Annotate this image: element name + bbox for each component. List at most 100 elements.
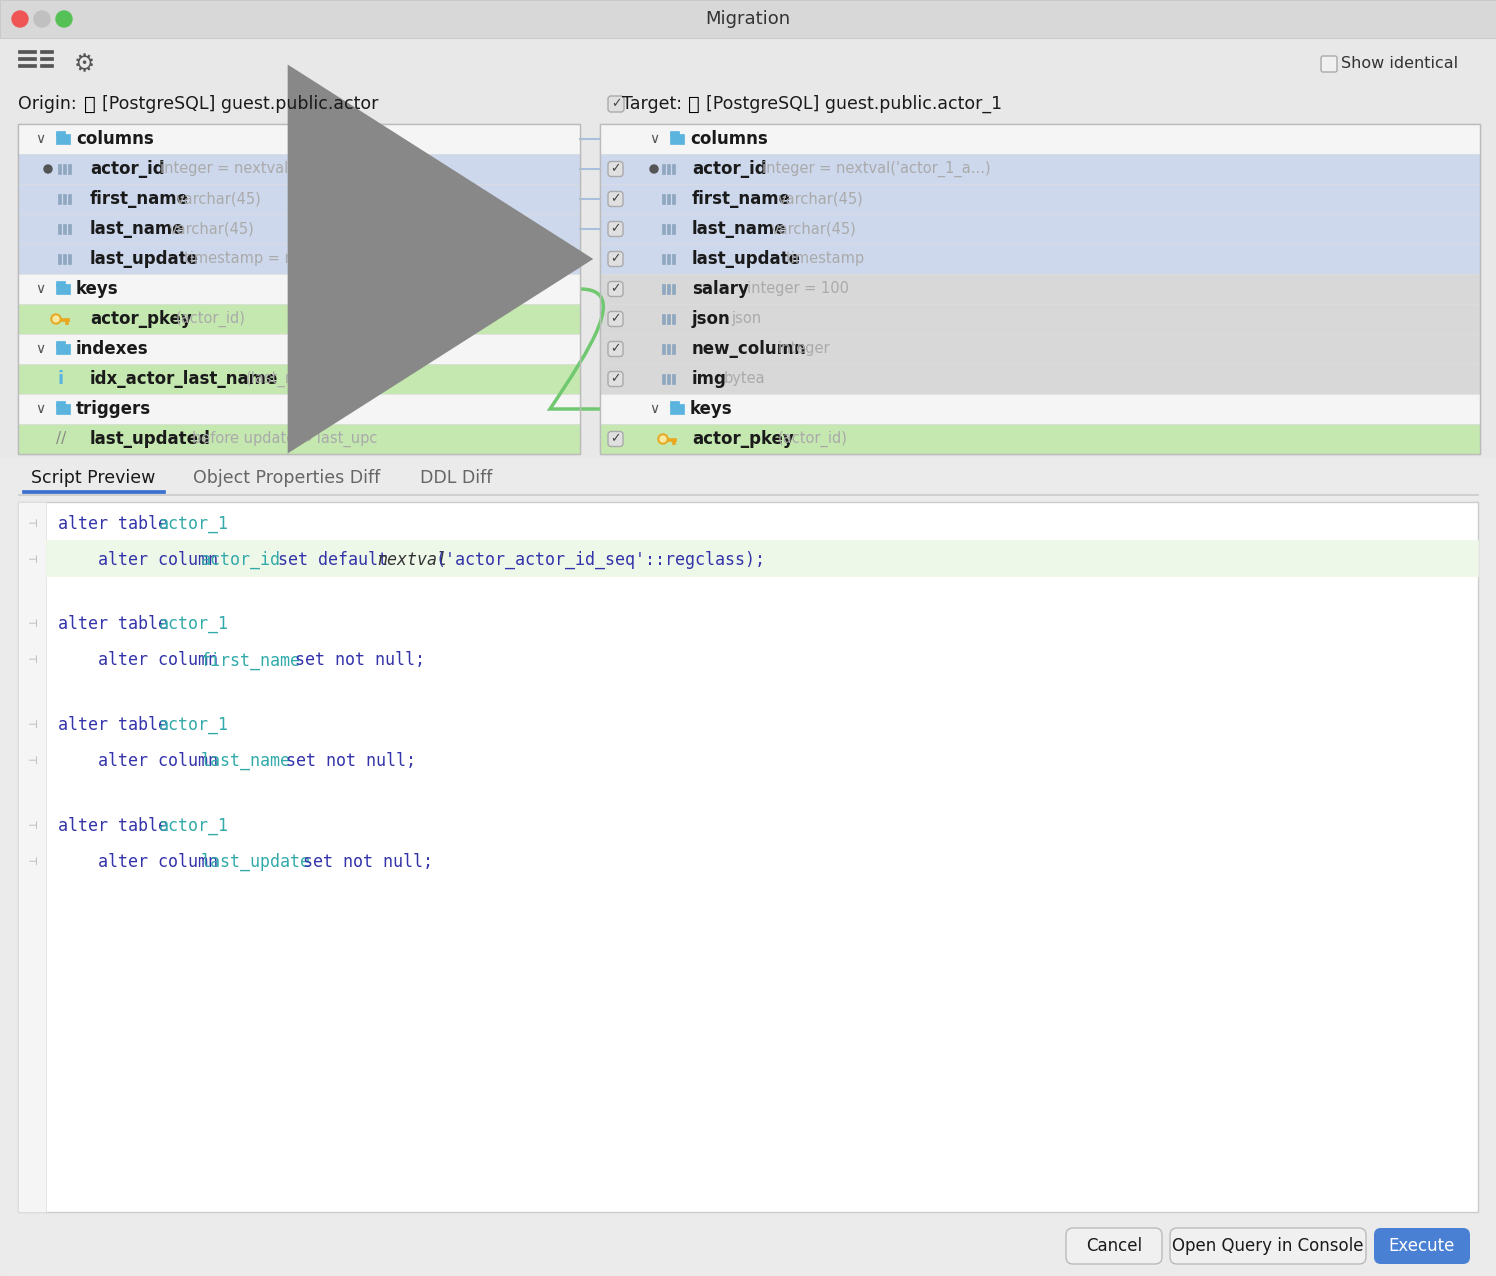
Bar [631, 244, 1480, 274]
Text: img: img [693, 370, 727, 388]
Bar [631, 364, 1480, 394]
Text: alter table: alter table [58, 716, 178, 734]
Text: integer = nextval('actor_act...): integer = nextval('actor_act...) [160, 161, 386, 177]
Bar [18, 154, 580, 184]
Text: json: json [732, 311, 761, 327]
Bar [18, 501, 46, 1212]
Text: salary: salary [693, 279, 749, 299]
Bar [667, 194, 670, 204]
Bar [55, 401, 64, 406]
Bar [631, 334, 1480, 364]
Text: actor_1: actor_1 [159, 716, 229, 734]
Bar [63, 254, 66, 264]
Text: Migration: Migration [706, 10, 790, 28]
Text: set not null;: set not null; [293, 852, 434, 872]
Text: ⊣: ⊣ [27, 757, 37, 766]
Text: actor_1: actor_1 [159, 514, 229, 532]
Text: columns: columns [76, 130, 154, 148]
Text: first_name: first_name [200, 651, 301, 670]
Text: varchar(45): varchar(45) [177, 191, 262, 207]
Bar [667, 225, 670, 234]
Bar [64, 319, 67, 324]
Bar [55, 134, 70, 144]
Bar [18, 394, 580, 424]
Bar [58, 254, 61, 264]
Circle shape [660, 436, 666, 441]
FancyBboxPatch shape [607, 371, 622, 387]
Text: ✓: ✓ [610, 342, 621, 356]
Bar [18, 124, 580, 454]
Text: ✓: ✓ [610, 433, 621, 445]
Text: timestamp: timestamp [785, 251, 865, 267]
Bar [672, 225, 675, 234]
FancyBboxPatch shape [607, 96, 624, 112]
Text: actor_1: actor_1 [159, 817, 229, 835]
Bar [55, 131, 64, 137]
Bar [663, 165, 666, 174]
Text: ∨: ∨ [34, 342, 45, 356]
Bar [600, 274, 631, 304]
Bar [631, 424, 1480, 454]
Text: last_name: last_name [693, 219, 787, 239]
Bar [55, 345, 70, 353]
Text: first_name: first_name [693, 190, 791, 208]
Text: Origin:: Origin: [18, 94, 82, 114]
Bar [18, 124, 580, 454]
FancyBboxPatch shape [1170, 1228, 1366, 1265]
Bar [22, 490, 165, 493]
Circle shape [12, 11, 28, 27]
Bar [600, 244, 631, 274]
Bar [0, 458, 1496, 1276]
Text: varchar(45): varchar(45) [168, 222, 254, 236]
Bar [18, 304, 580, 334]
Text: actor_id: actor_id [90, 160, 165, 177]
Bar [670, 404, 684, 413]
Bar [672, 254, 675, 264]
Bar [18, 274, 580, 304]
Text: ('actor_actor_id_seq'::regclass);: ('actor_actor_id_seq'::regclass); [435, 550, 766, 569]
Bar [663, 374, 666, 384]
Bar [55, 285, 70, 293]
Text: last_update: last_update [90, 250, 199, 268]
Bar [667, 254, 670, 264]
Bar [63, 165, 66, 174]
Bar [58, 225, 61, 234]
FancyBboxPatch shape [607, 222, 622, 236]
Text: 🐘: 🐘 [84, 94, 96, 114]
Bar [631, 154, 1480, 184]
Text: alter table: alter table [58, 514, 178, 532]
Bar [666, 438, 676, 440]
Bar [600, 124, 1480, 454]
Bar [672, 285, 675, 293]
Text: set not null;: set not null; [284, 652, 425, 670]
Text: ✓: ✓ [610, 282, 621, 296]
Text: Cancel: Cancel [1086, 1236, 1141, 1256]
Text: Object Properties Diff: Object Properties Diff [193, 470, 380, 487]
Circle shape [43, 165, 52, 174]
Bar [600, 214, 631, 244]
Bar [67, 165, 70, 174]
Text: Target:: Target: [622, 94, 688, 114]
Text: 🐘: 🐘 [688, 94, 700, 114]
Text: bytea: bytea [724, 371, 764, 387]
Bar [670, 401, 679, 406]
FancyBboxPatch shape [607, 162, 622, 176]
Text: ⊣: ⊣ [27, 720, 37, 730]
Text: ⊣: ⊣ [27, 518, 37, 528]
Text: alter column: alter column [58, 752, 227, 771]
Text: DDL Diff: DDL Diff [420, 470, 492, 487]
Text: indexes: indexes [76, 339, 148, 359]
Text: (last_name): (last_name) [247, 371, 334, 387]
Bar [18, 184, 580, 214]
Text: last_updated: last_updated [90, 430, 211, 448]
Bar [600, 364, 631, 394]
Text: Show identical: Show identical [1340, 56, 1459, 71]
Bar [672, 345, 675, 353]
Bar [631, 214, 1480, 244]
Bar [18, 364, 580, 394]
Text: ⊣: ⊣ [27, 820, 37, 831]
Bar [631, 394, 1480, 424]
FancyBboxPatch shape [607, 342, 622, 356]
Text: alter table: alter table [58, 817, 178, 835]
FancyBboxPatch shape [1321, 56, 1337, 71]
